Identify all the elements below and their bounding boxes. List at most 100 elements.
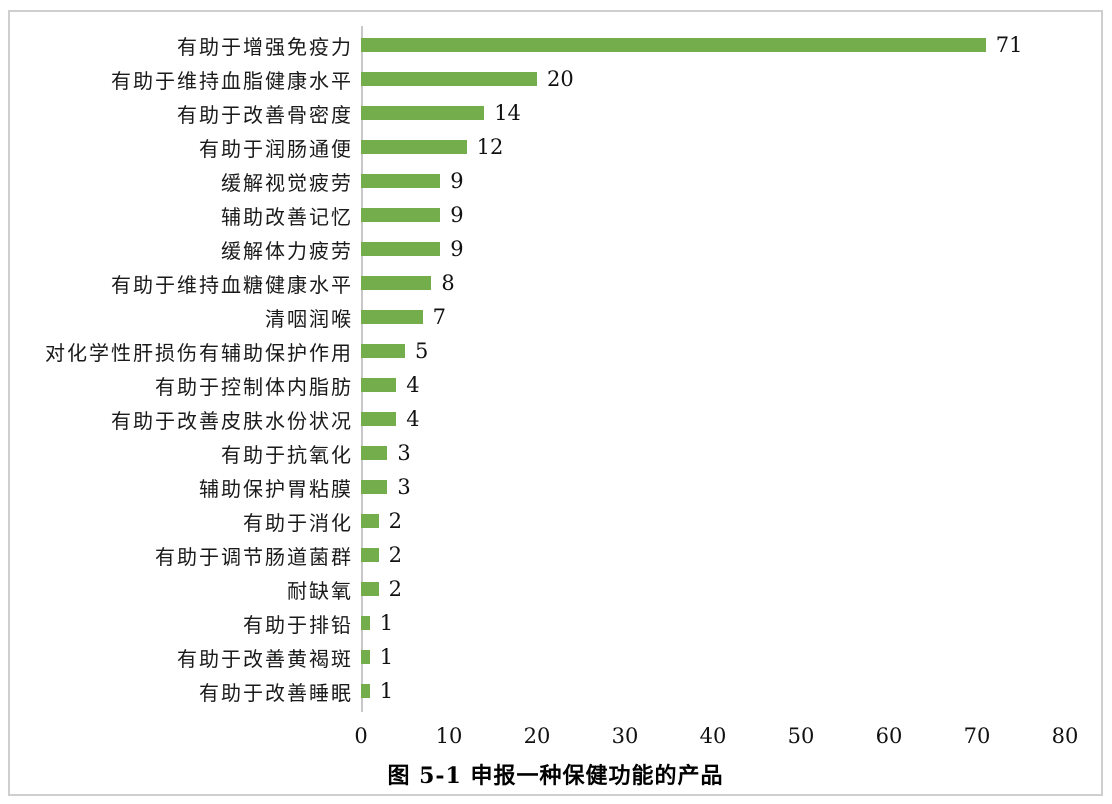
bar (361, 174, 441, 188)
bar-zone: 3 (361, 476, 411, 498)
chart-row: 有助于润肠通便 12 (10, 130, 1101, 164)
bar-zone: 20 (361, 66, 574, 91)
category-label: 有助于润肠通便 (199, 136, 353, 161)
chart-row: 缓解体力疲劳 9 (10, 232, 1101, 266)
x-tick-label: 40 (699, 724, 727, 748)
bar (361, 480, 388, 494)
bar-zone: 2 (361, 542, 402, 567)
chart-row: 有助于改善黄褐斑 1 (10, 640, 1101, 674)
bar (361, 684, 370, 698)
category-label: 对化学性肝损伤有辅助保护作用 (45, 340, 353, 365)
bar-zone: 1 (361, 644, 394, 669)
bar (361, 548, 379, 562)
bar (361, 242, 441, 256)
bar (361, 72, 537, 86)
value-label: 8 (441, 270, 455, 295)
category-label: 有助于改善黄褐斑 (177, 646, 353, 671)
chart-row: 有助于排铅 1 (10, 606, 1101, 640)
category-label: 缓解视觉疲劳 (221, 170, 353, 195)
bar (361, 38, 986, 52)
category-label: 有助于增强免疫力 (177, 34, 353, 59)
bar (361, 208, 441, 222)
bar-zone: 4 (361, 406, 420, 431)
chart-row: 耐缺氧 2 (10, 572, 1101, 606)
bar (361, 446, 388, 460)
x-tick-label: 10 (435, 724, 463, 748)
value-label: 5 (415, 338, 429, 363)
chart-row: 清咽润喉 7 (10, 300, 1101, 334)
bar-zone: 71 (361, 32, 1023, 57)
bar-zone: 7 (361, 304, 446, 329)
value-label: 12 (476, 134, 504, 159)
value-label: 2 (388, 508, 402, 533)
bar-zone: 3 (361, 440, 411, 465)
chart-row: 有助于调节肠道菌群 2 (10, 538, 1101, 572)
bar (361, 310, 423, 324)
value-label: 4 (406, 372, 420, 397)
figure-frame: 有助于增强免疫力 71 有助于维持血脂健康水平 20 有助于改善骨密度 14 有助于润肠通便… (8, 10, 1103, 796)
chart-row: 有助于消化 2 (10, 504, 1101, 538)
category-label: 有助于维持血脂健康水平 (111, 68, 353, 93)
x-tick-label: 70 (963, 724, 991, 748)
category-label: 有助于改善睡眠 (199, 680, 353, 705)
chart-row: 有助于维持血脂健康水平 20 (10, 62, 1101, 96)
value-label: 1 (379, 678, 394, 703)
value-label: 9 (450, 168, 464, 193)
chart-rows: 有助于增强免疫力 71 有助于维持血脂健康水平 20 有助于改善骨密度 14 有助于润肠通便… (10, 28, 1101, 708)
bar (361, 106, 485, 120)
bar (361, 140, 467, 154)
value-label: 1 (379, 610, 394, 635)
bar (361, 650, 370, 664)
chart-row: 缓解视觉疲劳 9 (10, 164, 1101, 198)
bar-zone: 4 (361, 372, 420, 397)
y-axis-line (361, 26, 363, 712)
category-label: 有助于排铅 (243, 612, 353, 637)
value-label: 7 (432, 304, 446, 329)
x-tick-label: 30 (611, 724, 639, 748)
category-label: 有助于调节肠道菌群 (155, 544, 353, 569)
value-label: 71 (995, 32, 1023, 57)
chart-row: 有助于增强免疫力 71 (10, 28, 1101, 62)
value-label: 1 (379, 644, 394, 669)
category-label: 有助于改善皮肤水份状况 (111, 408, 353, 433)
category-label: 有助于维持血糖健康水平 (111, 272, 353, 297)
bar-zone: 2 (361, 508, 402, 533)
chart-row: 有助于改善皮肤水份状况 4 (10, 402, 1101, 436)
chart-row: 有助于抗氧化 3 (10, 436, 1101, 470)
chart-row: 有助于维持血糖健康水平 8 (10, 266, 1101, 300)
bar-zone: 1 (361, 678, 394, 703)
category-label: 耐缺氧 (287, 578, 353, 603)
bar-zone: 12 (361, 134, 504, 159)
value-label: 20 (547, 66, 574, 91)
chart-row: 有助于改善睡眠 1 (10, 674, 1101, 708)
bar (361, 514, 379, 528)
bar-zone: 2 (361, 576, 402, 601)
value-label: 14 (494, 100, 521, 125)
x-tick-label: 80 (1051, 724, 1079, 748)
chart-title: 图 5-1 申报一种保健功能的产品 (387, 763, 724, 789)
bar (361, 378, 397, 392)
value-label: 2 (388, 576, 402, 601)
bar (361, 582, 379, 596)
bar-zone: 8 (361, 270, 455, 295)
value-label: 9 (450, 202, 464, 227)
category-label: 有助于抗氧化 (221, 442, 353, 467)
bar-zone: 9 (361, 202, 464, 227)
x-tick-label: 0 (354, 724, 368, 748)
bar-chart: 有助于增强免疫力 71 有助于维持血脂健康水平 20 有助于改善骨密度 14 有助于润肠通便… (10, 12, 1101, 794)
value-label: 4 (406, 406, 420, 431)
value-label: 3 (397, 440, 411, 465)
category-label: 缓解体力疲劳 (221, 238, 353, 263)
chart-row: 有助于改善骨密度 14 (10, 96, 1101, 130)
x-axis: 0 10 20 30 40 50 60 70 80 (10, 724, 1101, 750)
category-label: 辅助改善记忆 (221, 204, 353, 229)
x-tick-label: 60 (875, 724, 903, 748)
chart-row: 辅助改善记忆 9 (10, 198, 1101, 232)
bar (361, 276, 432, 290)
category-label: 有助于改善骨密度 (177, 102, 353, 127)
chart-row: 辅助保护胃粘膜 3 (10, 470, 1101, 504)
category-label: 清咽润喉 (265, 306, 353, 331)
bar (361, 616, 370, 630)
value-label: 2 (388, 542, 402, 567)
x-tick-label: 50 (787, 724, 815, 748)
